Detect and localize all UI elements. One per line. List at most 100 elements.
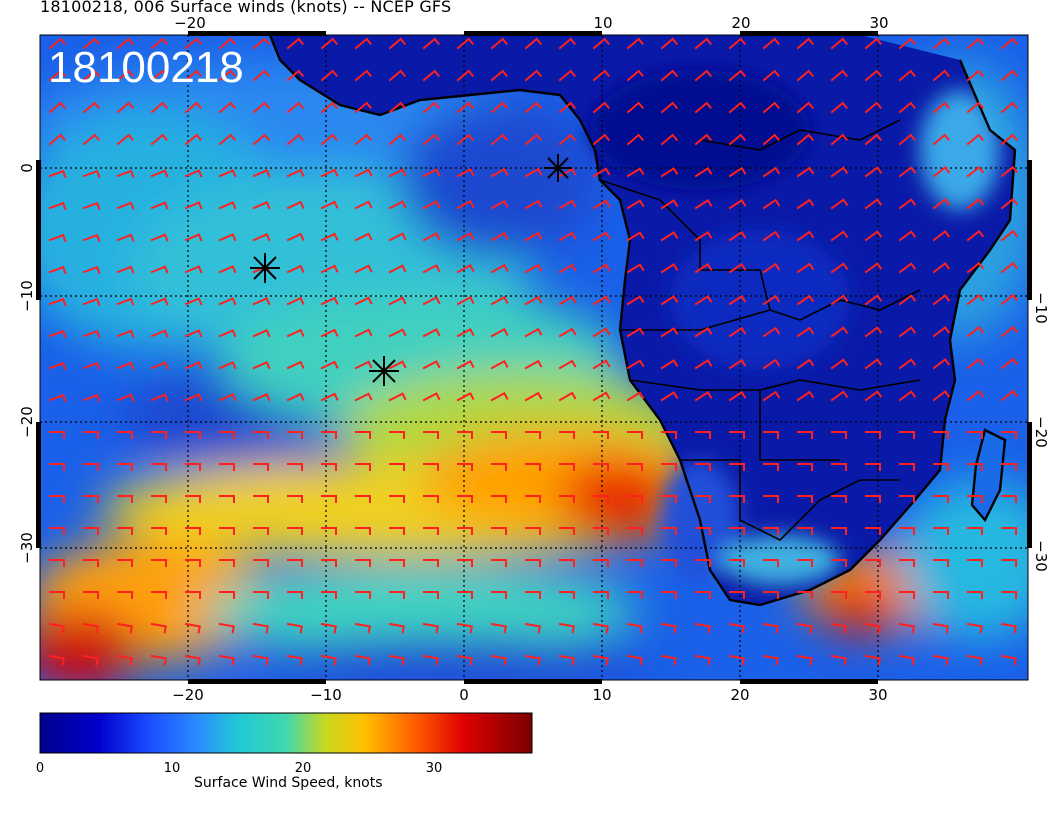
wind-barb: [933, 431, 949, 439]
wind-barb: [490, 327, 509, 338]
wind-barb: [592, 37, 611, 50]
wind-barb: [83, 495, 99, 503]
left-ytick-label: 0: [18, 163, 36, 173]
wind-barb: [320, 232, 339, 242]
wind-barb: [558, 37, 577, 50]
wind-barb: [797, 559, 813, 567]
star-markers: [250, 154, 572, 386]
wind-barb: [389, 591, 405, 599]
wind-barb: [354, 200, 373, 210]
wind-barb: [355, 463, 371, 471]
wind-barb: [627, 591, 643, 599]
wind-barb: [898, 198, 917, 210]
wind-barb: [422, 37, 441, 50]
wind-barb: [424, 688, 438, 696]
wind-barb: [253, 591, 269, 599]
wind-barb: [252, 654, 269, 666]
wind-barb: [184, 201, 203, 210]
wind-barb: [899, 431, 915, 439]
wind-barb: [966, 37, 985, 50]
wind-speed-field: [40, 35, 1028, 680]
wind-barb: [389, 495, 405, 503]
wind-barb: [48, 329, 67, 339]
wind-barb: [117, 431, 133, 439]
wind-barb: [490, 391, 509, 402]
wind-barb: [728, 166, 747, 178]
wind-barb: [865, 463, 881, 471]
wind-barb: [116, 69, 135, 82]
wind-barb: [184, 169, 203, 178]
wind-barb: [864, 230, 883, 242]
wind-barb: [423, 527, 439, 535]
wind-barb: [286, 622, 303, 634]
wind-barb: [797, 591, 813, 599]
wind-barb: [1000, 197, 1019, 210]
wind-barb: [354, 101, 373, 114]
wind-barb: [934, 688, 948, 696]
wind-barb: [660, 359, 679, 370]
wind-barb: [559, 527, 575, 535]
top-axis-labels: −20 10 20 30: [174, 14, 888, 32]
wind-barb: [490, 167, 509, 178]
wind-barb: [286, 69, 305, 82]
wind-barb: [150, 201, 169, 210]
wind-barb: [660, 263, 679, 274]
wind-barb: [321, 559, 337, 567]
wind-barb: [524, 37, 543, 50]
wind-barb: [1001, 559, 1017, 567]
wind-barb: [898, 37, 917, 50]
wind-barb: [898, 358, 917, 370]
wind-barb: [150, 622, 167, 634]
wind-barb: [320, 200, 339, 210]
wind-barb: [286, 392, 305, 402]
wind-barb: [558, 391, 577, 402]
wind-barb: [762, 230, 781, 242]
wind-barb: [1000, 101, 1019, 114]
wind-barb: [388, 360, 407, 370]
wind-barb: [82, 297, 101, 306]
wind-barb: [1002, 688, 1016, 696]
wind-barb: [932, 165, 951, 178]
wind-barb: [422, 232, 441, 242]
wind-barb: [388, 622, 405, 634]
wind-barb: [626, 622, 643, 634]
wind-barb: [1001, 431, 1017, 439]
wind-barb: [252, 328, 271, 338]
wind-barb: [252, 200, 271, 210]
wind-barb: [82, 654, 99, 666]
wind-barb: [388, 37, 407, 50]
wind-barb: [48, 101, 67, 114]
wind-barb: [82, 133, 101, 146]
wind-barb: [524, 199, 543, 210]
wind-barb: [729, 495, 745, 503]
wind-barb: [524, 359, 543, 370]
wind-barb: [491, 559, 507, 567]
colorbar-title: Surface Wind Speed, knots: [194, 775, 383, 791]
wind-barb: [422, 200, 441, 210]
wind-barb: [490, 231, 509, 242]
wind-barb: [694, 69, 713, 82]
wind-barb: [864, 37, 883, 50]
wind-barb: [151, 495, 167, 503]
wind-barb: [456, 392, 475, 402]
wind-barb: [864, 390, 883, 402]
wind-barb: [354, 133, 373, 146]
wind-barb: [898, 230, 917, 242]
wind-barb: [218, 201, 237, 210]
wind-barb: [117, 527, 133, 535]
wind-barb: [728, 198, 747, 210]
wind-barb: [218, 654, 235, 666]
wind-barb: [525, 431, 541, 439]
wind-barb: [729, 463, 745, 471]
wind-barb: [150, 233, 169, 242]
wind-barb: [50, 688, 64, 696]
wind-barb: [966, 261, 985, 274]
wind-barb: [627, 559, 643, 567]
wind-barb: [117, 463, 133, 471]
wind-barb: [966, 654, 983, 666]
wind-barb: [1000, 229, 1019, 242]
wind-barb: [797, 495, 813, 503]
wind-barb: [252, 37, 271, 50]
wind-barb: [763, 431, 779, 439]
wind-barb: [252, 392, 271, 402]
